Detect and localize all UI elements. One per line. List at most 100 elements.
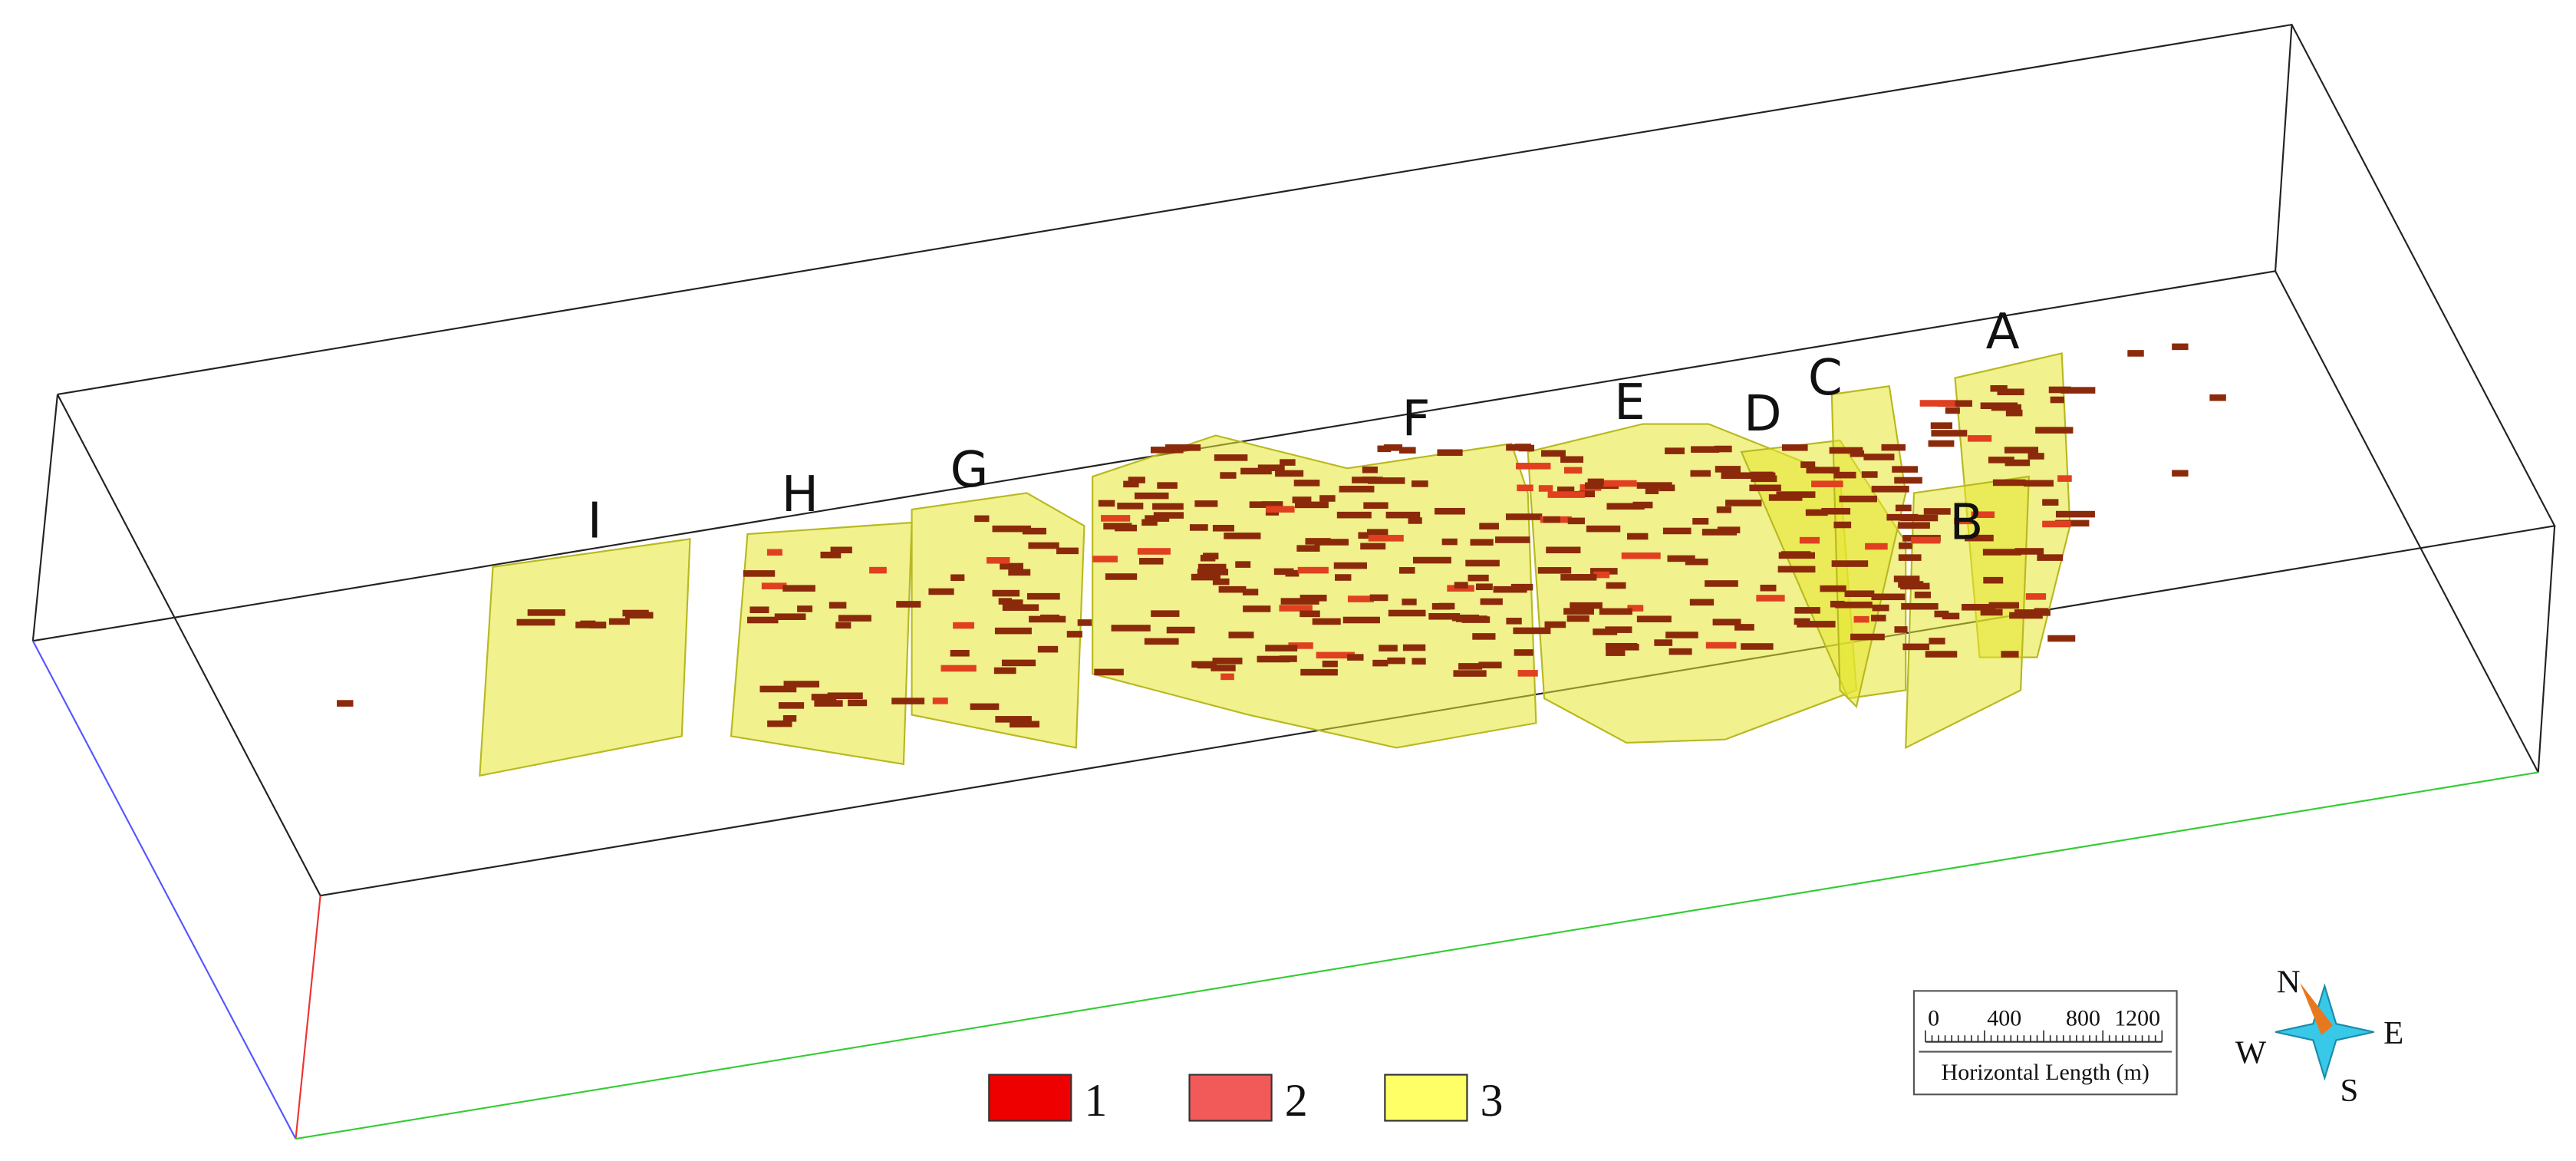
ore-cell: [896, 601, 921, 608]
ore-cell: [1368, 477, 1405, 484]
ore-cell: [1360, 543, 1386, 550]
ore-cell: [1412, 658, 1426, 665]
ore-cell: [1517, 484, 1533, 492]
ore-block: [1092, 434, 1537, 749]
box-edge-blue: [31, 640, 297, 1140]
ore-cell: [1367, 529, 1388, 536]
box-edge: [2537, 526, 2556, 773]
ore-cell: [1567, 517, 1585, 525]
ore-cell: [1965, 534, 1994, 542]
ore-cell: [1934, 610, 1949, 618]
ore-cell: [1465, 559, 1500, 567]
ore-cell: [2172, 470, 2189, 477]
ore-cell: [1037, 645, 1059, 653]
ore-cell: [1925, 651, 1958, 658]
zone-label: H: [782, 466, 819, 523]
ore-cell: [1472, 633, 1496, 640]
ore-cell: [1300, 595, 1327, 602]
scale-label: 800: [2066, 1005, 2100, 1031]
ore-cell: [1705, 642, 1737, 649]
ore-cell: [1930, 422, 1953, 429]
ore-cell: [1408, 517, 1422, 524]
ore-cell: [1794, 607, 1820, 614]
ore-cell: [1645, 487, 1659, 494]
ore-cell: [2060, 387, 2096, 394]
ore-cell: [2014, 548, 2044, 555]
ore-cell: [1895, 504, 1912, 512]
ore-cell: [1636, 482, 1672, 489]
ore-cell: [1599, 608, 1632, 615]
ore-cell: [575, 622, 607, 628]
scale-ticks: [1925, 1030, 2163, 1042]
ore-cell: [1385, 511, 1421, 519]
ore-cell: [2127, 350, 2144, 357]
ore-cell: [1894, 626, 1908, 633]
ore-cell: [1224, 533, 1261, 539]
ore-cell: [2042, 520, 2071, 528]
ore-cell: [1833, 471, 1856, 479]
ore-cell: [1257, 655, 1290, 663]
legend-label: 3: [1481, 1075, 1504, 1126]
ore-cell: [1312, 618, 1341, 625]
ore-cell: [1546, 546, 1581, 554]
scale-label: 400: [1987, 1005, 2021, 1031]
box-edge: [2275, 270, 2539, 773]
ore-cell: [1066, 631, 1082, 638]
ore-cell: [1506, 618, 1522, 625]
ore-cell: [1865, 543, 1888, 550]
ore-cell: [1898, 554, 1922, 561]
ore-cell: [1806, 467, 1840, 473]
ore-cell: [1383, 444, 1403, 451]
ore-block: [730, 521, 913, 766]
ore-cell: [1470, 539, 1494, 546]
ore-cell: [830, 546, 852, 554]
ore-cell: [1871, 486, 1909, 493]
ore-cell: [2048, 386, 2071, 394]
ore-cell: [928, 588, 954, 595]
ore-cell: [1992, 479, 2026, 486]
ore-cell: [1931, 430, 1968, 437]
ore-cell: [1280, 459, 1296, 466]
ore-cell: [1797, 621, 1836, 628]
ore-cell: [1141, 519, 1158, 526]
ore-cell: [1967, 435, 1992, 442]
ore-cell: [1945, 407, 1960, 414]
ore-cell: [1008, 569, 1031, 576]
ore-cell: [1292, 496, 1312, 503]
ore-cell: [782, 585, 815, 592]
ore-cell: [1835, 602, 1873, 609]
compass-n: N: [2277, 964, 2301, 1000]
ore-cell: [1458, 663, 1483, 670]
ore-cell: [2047, 635, 2076, 642]
ore-cell: [1505, 513, 1543, 520]
ore-cell: [993, 667, 1016, 675]
ore-cell: [1543, 516, 1560, 523]
ore-cell: [2004, 459, 2031, 467]
ore-cell: [1689, 599, 1715, 606]
ore-cell: [950, 574, 965, 582]
ore-cell: [1211, 665, 1236, 671]
ore-cell: [1712, 618, 1741, 626]
ore-cell: [940, 665, 977, 672]
ore-cell: [1240, 467, 1272, 475]
ore-cell: [2055, 510, 2095, 518]
ore-cell: [1665, 632, 1698, 638]
ore-cell: [1200, 554, 1216, 562]
ore-cell: [1980, 402, 2018, 410]
ore-cell: [1347, 595, 1375, 602]
ore-cell: [2050, 396, 2064, 404]
ore-cell: [1220, 472, 1237, 479]
ore-cell: [1893, 576, 1920, 582]
compass-needle: [2300, 982, 2334, 1036]
ore-cell: [1300, 668, 1338, 676]
ore-cell: [1372, 659, 1388, 667]
zone-label: C: [1808, 349, 1843, 407]
ore-cell: [1456, 615, 1487, 622]
ore-cell: [1715, 466, 1741, 473]
ore-cell: [1514, 649, 1533, 656]
ore-cell: [1513, 627, 1551, 635]
ore-cell: [1358, 532, 1374, 539]
ore-cell: [1362, 466, 1378, 473]
ore-cell: [749, 606, 769, 614]
ore-cell: [1563, 608, 1594, 615]
